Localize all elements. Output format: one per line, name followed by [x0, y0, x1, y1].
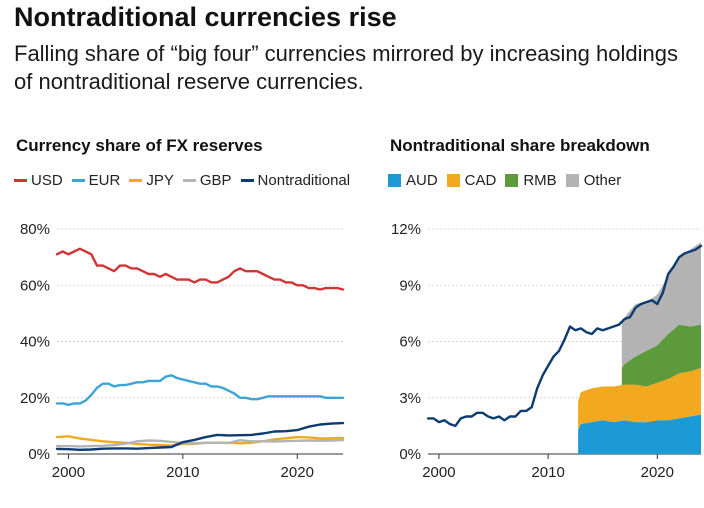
series-line-usd — [55, 247, 345, 291]
legend-label-nontraditional: Nontraditional — [257, 172, 351, 189]
legend-swatch-rmb — [505, 174, 519, 187]
left-y-tick-label-4: 80% — [20, 221, 50, 238]
legend-label-aud: AUD — [406, 172, 438, 189]
series-line-eur — [55, 374, 345, 406]
left-legend: USD EUR JPY GBP Nontraditional — [14, 172, 359, 189]
legend-item-nontraditional: Nontraditional — [240, 172, 351, 189]
legend-swatch-cad — [446, 174, 460, 187]
left-panel-title: Currency share of FX reserves — [16, 136, 263, 155]
legend-label-cad: CAD — [464, 172, 497, 189]
left-y-tick-label-0: 0% — [28, 446, 50, 463]
legend-swatch-jpy — [129, 179, 143, 182]
legend-swatch-gbp — [182, 179, 196, 182]
legend-item-cad: CAD — [446, 172, 497, 189]
legend-swatch-other — [565, 174, 579, 187]
legend-item-other: Other — [565, 172, 622, 189]
legend-swatch-usd — [14, 179, 27, 182]
legend-item-aud: AUD — [388, 172, 438, 189]
left-x-tick-label-2: 2020 — [281, 464, 314, 481]
left-y-tick-label-3: 60% — [20, 277, 50, 294]
right-y-tick-label-2: 6% — [399, 334, 421, 351]
chart-subtitle: Falling share of “big four” currencies m… — [14, 41, 678, 94]
legend-item-jpy: JPY — [129, 172, 174, 189]
legend-label-eur: EUR — [88, 172, 121, 189]
chart-title: Nontraditional currencies rise — [14, 2, 397, 32]
area-aud — [578, 414, 701, 454]
legend-item-eur: EUR — [71, 172, 121, 189]
legend-item-usd: USD — [14, 172, 63, 189]
right-y-tick-label-0: 0% — [399, 446, 421, 463]
legend-label-usd: USD — [31, 172, 63, 189]
right-x-tick-label-0: 2000 — [422, 464, 455, 481]
area-rmb — [621, 324, 701, 387]
area-other — [621, 242, 701, 369]
series-line-nontraditional — [55, 421, 345, 451]
right-panel-title: Nontraditional share breakdown — [390, 136, 650, 155]
legend-label-gbp: GBP — [199, 172, 232, 189]
legend-label-rmb: RMB — [523, 172, 557, 189]
left-y-tick-label-2: 40% — [20, 334, 50, 351]
legend-swatch-aud — [388, 174, 401, 187]
legend-label-other: Other — [583, 172, 622, 189]
right-y-tick-label-3: 9% — [399, 277, 421, 294]
legend-item-rmb: RMB — [505, 172, 557, 189]
right-x-tick-label-1: 2010 — [531, 464, 564, 481]
right-y-tick-label-1: 3% — [399, 390, 421, 407]
series-line-gbp — [55, 439, 345, 448]
left-y-tick-label-1: 20% — [20, 390, 50, 407]
right-x-tick-label-2: 2020 — [641, 464, 674, 481]
legend-swatch-eur — [71, 179, 85, 182]
legend-swatch-nontraditional — [240, 179, 254, 182]
series-line-nontraditional-total — [426, 244, 703, 428]
right-y-tick-label-4: 12% — [391, 221, 421, 238]
legend-item-gbp: GBP — [182, 172, 232, 189]
left-x-tick-label-1: 2010 — [166, 464, 199, 481]
right-legend: AUD CAD RMB Other — [388, 172, 630, 189]
left-x-tick-label-0: 2000 — [52, 464, 85, 481]
legend-label-jpy: JPY — [146, 172, 174, 189]
area-cad — [578, 367, 701, 430]
